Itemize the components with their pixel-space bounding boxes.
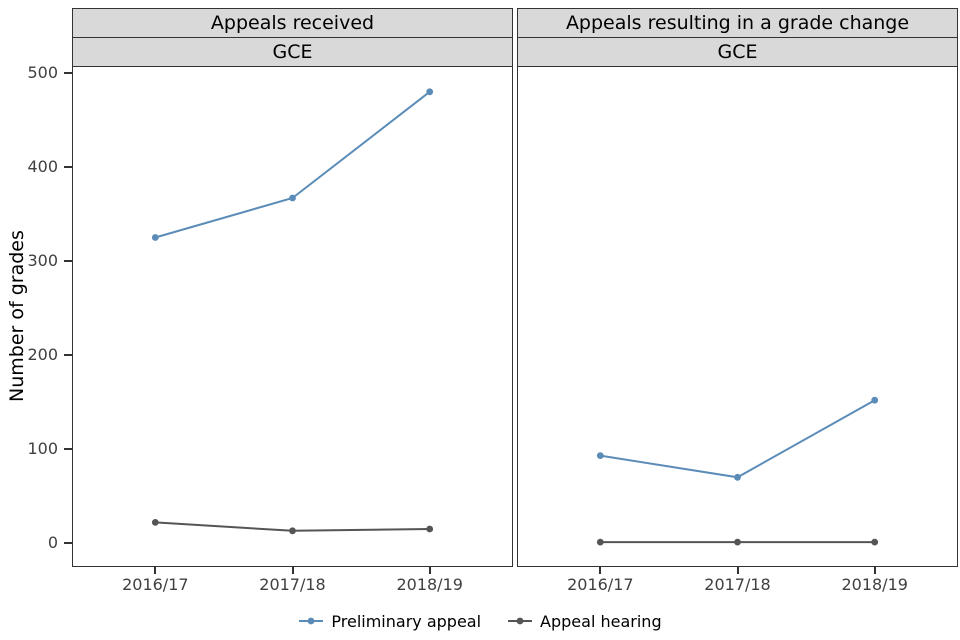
- x-tick-mark: [873, 567, 876, 574]
- legend-item-appeal-hearing: Appeal hearing: [507, 612, 662, 631]
- x-tick-label: 2018/19: [396, 575, 463, 594]
- x-tick-label: 2016/17: [122, 575, 189, 594]
- line-preliminary-appeal: [155, 91, 431, 239]
- data-point: [596, 452, 604, 459]
- facet-strip-label: Appeals resulting in a grade change: [565, 12, 910, 34]
- data-point: [151, 234, 159, 241]
- y-tick-mark: [64, 354, 72, 357]
- legend-key-appeal-hearing-icon: [508, 617, 533, 625]
- data-point: [734, 473, 741, 481]
- y-tick-mark: [64, 72, 72, 75]
- facet-substrip-gce-left: GCE: [72, 37, 513, 67]
- legend-label-preliminary-appeal: Preliminary appeal: [331, 611, 482, 631]
- facet-strip-grade-change: Appeals resulting in a grade change: [517, 8, 958, 38]
- x-tick-mark: [154, 567, 157, 574]
- data-point: [151, 519, 159, 526]
- y-tick-mark: [64, 260, 72, 263]
- y-tick-label: 300: [27, 251, 58, 271]
- facet-strip-appeals-received: Appeals received: [72, 8, 513, 38]
- x-tick-mark: [291, 567, 294, 574]
- legend-item-preliminary-appeal: Preliminary appeal: [298, 612, 481, 631]
- facet-substrip-label: GCE: [717, 41, 758, 63]
- x-tick-label: 2017/18: [259, 575, 326, 594]
- facet-strip-label: Appeals received: [210, 12, 375, 34]
- x-tick-mark: [428, 567, 431, 574]
- x-tick-label: 2017/18: [704, 575, 771, 594]
- y-tick-label: 100: [27, 439, 58, 459]
- data-point: [734, 538, 741, 546]
- legend-key-preliminary-appeal-icon: [299, 617, 324, 625]
- y-axis-title: Number of grades: [6, 230, 28, 403]
- facet-substrip-label: GCE: [272, 41, 313, 63]
- plot-panel-appeals-received: [72, 66, 513, 567]
- y-tick-mark: [64, 448, 72, 451]
- data-point: [426, 525, 434, 533]
- legend-label-appeal-hearing: Appeal hearing: [540, 611, 662, 631]
- x-tick-label: 2018/19: [841, 575, 908, 594]
- data-point: [289, 527, 296, 535]
- data-point: [289, 194, 296, 202]
- legend: Preliminary appeal Appeal hearing: [0, 604, 960, 638]
- plot-panel-grade-change: [517, 66, 958, 567]
- y-tick-label: 500: [27, 63, 58, 83]
- y-tick-mark: [64, 542, 72, 545]
- data-point: [871, 396, 879, 404]
- data-point: [596, 538, 604, 546]
- x-tick-mark: [599, 567, 602, 574]
- x-tick-label: 2016/17: [567, 575, 634, 594]
- facet-substrip-gce-right: GCE: [517, 37, 958, 67]
- data-point: [871, 538, 879, 546]
- legend-key-point: [307, 617, 315, 625]
- line-preliminary-appeal: [600, 399, 876, 479]
- data-point: [426, 88, 434, 96]
- y-tick-label: 200: [27, 345, 58, 365]
- plot-area-appeals-received: [151, 88, 434, 535]
- y-tick-label: 400: [27, 157, 58, 177]
- y-tick-mark: [64, 166, 72, 169]
- legend-key-point: [516, 617, 524, 625]
- y-tick-label: 0: [47, 533, 58, 553]
- x-tick-mark: [736, 567, 739, 574]
- plot-area-grade-change: [596, 396, 879, 546]
